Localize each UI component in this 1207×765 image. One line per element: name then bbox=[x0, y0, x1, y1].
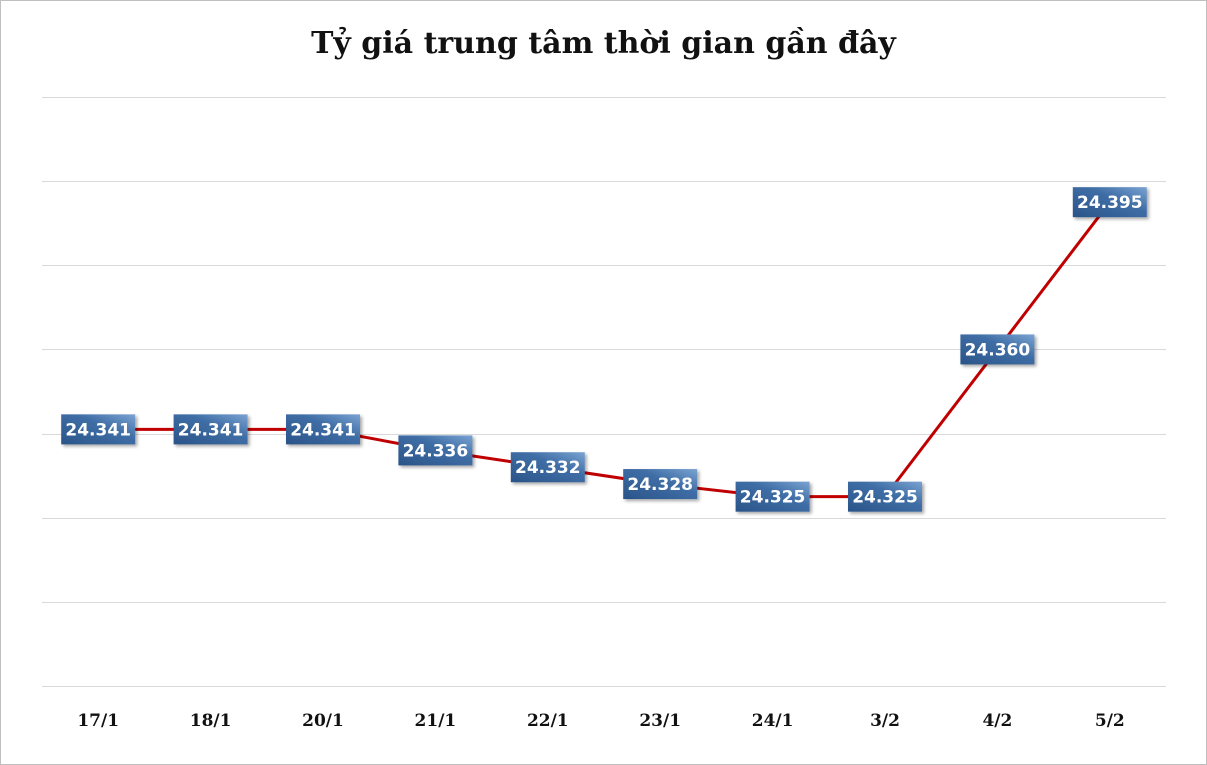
data-label: 24.395 bbox=[1072, 187, 1147, 218]
x-tick-label: 20/1 bbox=[302, 711, 344, 731]
data-label-box bbox=[510, 452, 585, 483]
x-tick-label: 24/1 bbox=[752, 711, 794, 731]
data-label-box bbox=[848, 481, 922, 512]
data-label-text: 24.360 bbox=[965, 340, 1031, 360]
x-tick-label: 21/1 bbox=[415, 711, 457, 731]
data-label-text: 24.336 bbox=[403, 441, 469, 461]
data-label: 24.360 bbox=[960, 334, 1035, 365]
data-label-text: 24.341 bbox=[290, 420, 356, 440]
data-label: 24.332 bbox=[510, 452, 585, 483]
x-tick-label: 18/1 bbox=[190, 711, 232, 731]
data-label: 24.341 bbox=[61, 414, 136, 445]
data-label-text: 24.325 bbox=[740, 488, 806, 508]
data-label-text: 24.328 bbox=[627, 475, 693, 495]
data-label-box bbox=[61, 414, 136, 445]
x-tick-label: 3/2 bbox=[870, 711, 900, 731]
data-label-text: 24.395 bbox=[1077, 193, 1143, 213]
data-label-box bbox=[398, 435, 473, 466]
data-label-text: 24.341 bbox=[178, 420, 244, 440]
data-label-box bbox=[623, 469, 698, 500]
data-label: 24.328 bbox=[623, 469, 698, 500]
data-label: 24.336 bbox=[398, 435, 473, 466]
data-label: 24.341 bbox=[173, 414, 248, 445]
data-label-box bbox=[173, 414, 248, 445]
data-label-box bbox=[735, 481, 810, 512]
data-label-box bbox=[1072, 187, 1147, 218]
x-tick-label: 4/2 bbox=[982, 711, 1012, 731]
series-line bbox=[98, 201, 1111, 499]
x-tick-label: 5/2 bbox=[1095, 711, 1125, 731]
x-tick-label: 17/1 bbox=[77, 711, 119, 731]
data-label-box bbox=[960, 334, 1035, 365]
x-tick-label: 23/1 bbox=[639, 711, 681, 731]
data-label: 24.325 bbox=[735, 481, 810, 512]
x-tick-label: 22/1 bbox=[527, 711, 569, 731]
data-label-text: 24.325 bbox=[852, 488, 918, 508]
chart-title: Tỷ giá trung tâm thời gian gần đây bbox=[311, 26, 896, 61]
data-label: 24.341 bbox=[286, 414, 360, 445]
data-label-box bbox=[286, 414, 360, 445]
data-label-text: 24.332 bbox=[515, 458, 581, 478]
data-label-text: 24.341 bbox=[65, 420, 131, 440]
data-label: 24.325 bbox=[848, 481, 922, 512]
